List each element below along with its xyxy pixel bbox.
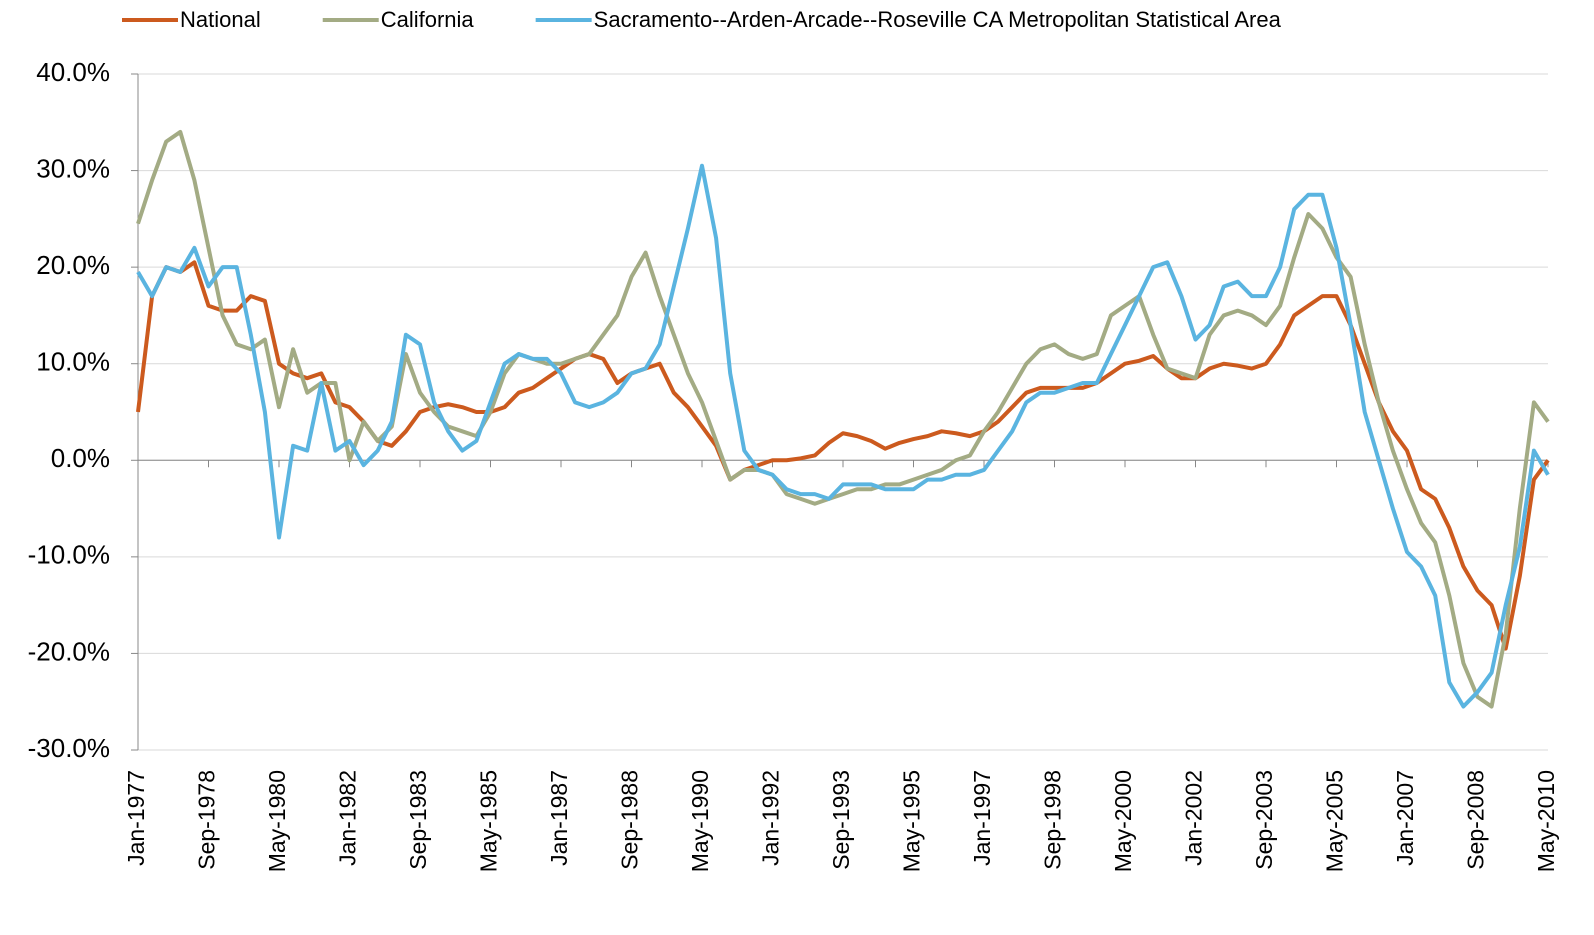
legend-label: National: [180, 7, 261, 32]
legend-item: California: [322, 7, 475, 32]
x-tick-label: May-1995: [899, 770, 925, 872]
y-tick-label: 40.0%: [36, 57, 110, 87]
y-tick-label: 20.0%: [36, 250, 110, 280]
series-line: [136, 129, 1550, 709]
legend-label: Sacramento--Arden-Arcade--Roseville CA M…: [594, 7, 1282, 32]
x-tick-label: Jan-1997: [969, 770, 995, 866]
y-tick-label: 0.0%: [51, 443, 110, 473]
x-tick-label: Jan-2002: [1181, 770, 1207, 866]
x-tick-label: Jan-1987: [546, 770, 572, 866]
x-tick-label: Sep-1998: [1040, 770, 1066, 870]
x-tick-label: Sep-1978: [194, 770, 220, 870]
x-tick-label: Jan-2007: [1392, 770, 1418, 866]
legend-item: National: [122, 7, 261, 32]
x-tick-label: Sep-1983: [405, 770, 431, 870]
y-tick-label: 30.0%: [36, 153, 110, 183]
y-tick-label: -20.0%: [28, 636, 110, 666]
y-tick-label: -30.0%: [28, 733, 110, 763]
legend-label: California: [381, 7, 475, 32]
x-tick-label: Sep-1988: [617, 770, 643, 870]
x-tick-label: May-1980: [264, 770, 290, 872]
series-line: [136, 163, 1550, 709]
y-tick-label: -10.0%: [28, 540, 110, 570]
x-tick-label: Sep-2003: [1251, 770, 1277, 870]
x-tick-label: Jan-1992: [758, 770, 784, 866]
x-tick-label: May-2000: [1110, 770, 1136, 872]
x-tick-label: Jan-1977: [123, 770, 149, 866]
x-tick-label: May-2005: [1322, 770, 1348, 872]
x-tick-label: May-1990: [687, 770, 713, 872]
legend-item: Sacramento--Arden-Arcade--Roseville CA M…: [535, 7, 1282, 32]
x-tick-label: Sep-1993: [828, 770, 854, 870]
y-tick-label: 10.0%: [36, 347, 110, 377]
x-tick-label: Jan-1982: [335, 770, 361, 866]
x-tick-label: May-1985: [476, 770, 502, 872]
x-tick-label: May-2010: [1533, 770, 1559, 872]
x-tick-label: Sep-2008: [1463, 770, 1489, 870]
